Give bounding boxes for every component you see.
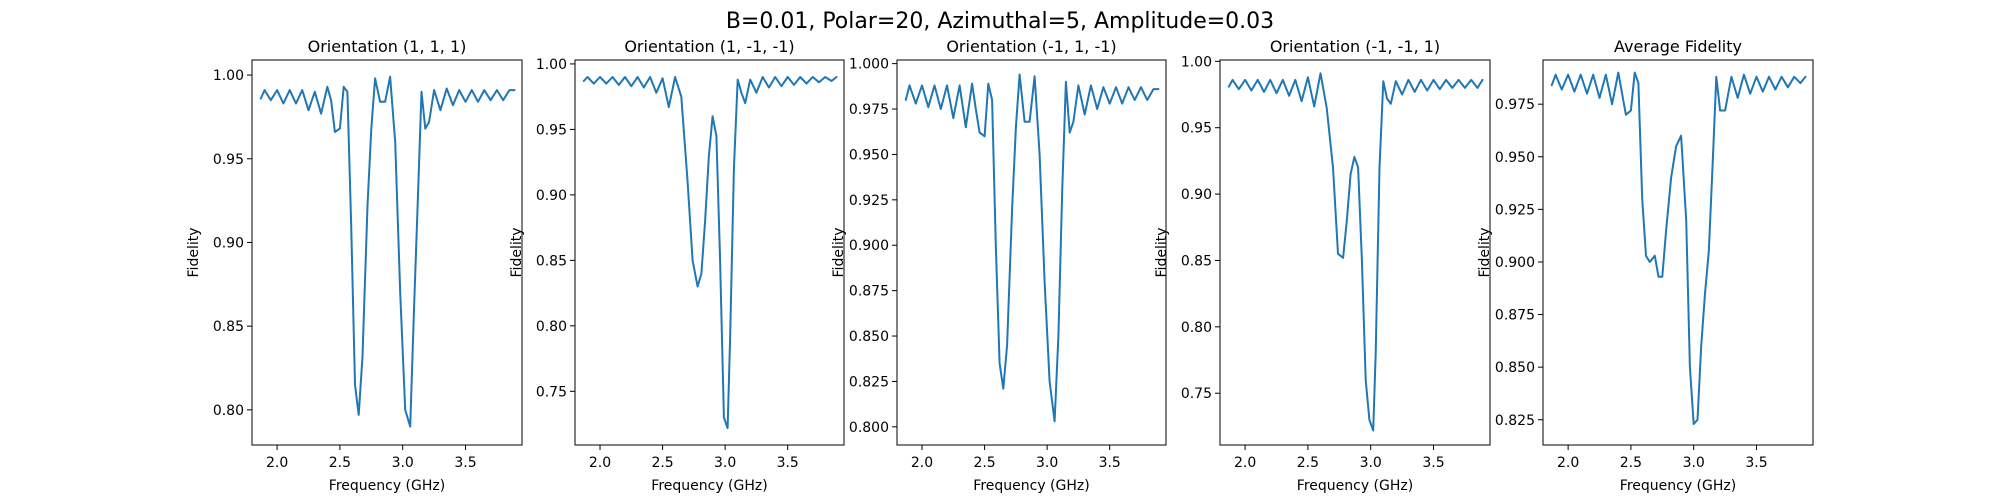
x-axis-label: Frequency (GHz) bbox=[1620, 478, 1736, 494]
y-tick-label: 0.975 bbox=[849, 102, 889, 118]
y-tick-label: 0.85 bbox=[213, 319, 244, 335]
panel-title: Orientation (1, -1, -1) bbox=[624, 37, 794, 56]
y-tick-label: 0.90 bbox=[1181, 187, 1212, 203]
x-tick-label: 2.0 bbox=[266, 455, 288, 471]
y-tick-label: 1.00 bbox=[536, 57, 567, 73]
y-tick-label: 0.95 bbox=[213, 152, 244, 168]
y-tick-label: 0.950 bbox=[849, 147, 889, 163]
y-axis-label: Fidelity bbox=[831, 228, 847, 278]
y-tick-label: 0.925 bbox=[1495, 202, 1535, 218]
y-tick-label: 0.90 bbox=[213, 235, 244, 251]
y-tick-label: 0.80 bbox=[536, 319, 567, 335]
y-tick-label: 0.900 bbox=[849, 238, 889, 254]
y-tick-label: 0.80 bbox=[213, 403, 244, 419]
x-tick-label: 3.0 bbox=[1360, 455, 1382, 471]
y-tick-label: 0.850 bbox=[1495, 360, 1535, 376]
y-tick-label: 1.000 bbox=[849, 57, 889, 73]
y-tick-label: 0.85 bbox=[1181, 253, 1212, 269]
y-tick-label: 0.80 bbox=[1181, 320, 1212, 336]
panel-title: Orientation (-1, -1, 1) bbox=[1270, 37, 1440, 56]
series-line-1 bbox=[259, 75, 516, 428]
x-tick-label: 2.0 bbox=[1234, 455, 1256, 471]
plot-frame bbox=[896, 59, 1167, 446]
y-tick-label: 0.850 bbox=[849, 329, 889, 345]
y-tick-label: 0.975 bbox=[1495, 97, 1535, 113]
figure-title: B=0.01, Polar=20, Azimuthal=5, Amplitude… bbox=[726, 9, 1274, 34]
x-tick-label: 2.5 bbox=[1620, 455, 1642, 471]
y-tick-label: 0.85 bbox=[536, 253, 567, 269]
plot-frame bbox=[1542, 59, 1814, 446]
plot-frame bbox=[574, 59, 845, 446]
x-tick-label: 2.0 bbox=[589, 455, 611, 471]
y-tick-label: 0.825 bbox=[849, 374, 889, 390]
chart-panel-1: 2.0 2.5 3.0 3.5 0.80 0.85 0.90 0.95 1.00 Orientat… bbox=[186, 37, 523, 494]
x-tick-label: 3.5 bbox=[454, 455, 476, 471]
chart-panel-4: 2.0 2.5 3.0 3.5 0.75 0.80 0.85 0.90 0.95 1.00 Orie… bbox=[1154, 37, 1491, 494]
y-tick-label: 0.95 bbox=[536, 122, 567, 138]
series-line-1 bbox=[1550, 71, 1807, 425]
y-axis-label: Fidelity bbox=[1154, 228, 1170, 278]
panel-title: Orientation (1, 1, 1) bbox=[308, 37, 467, 56]
x-tick-label: 3.5 bbox=[777, 455, 799, 471]
x-tick-label: 2.5 bbox=[1297, 455, 1319, 471]
y-tick-label: 0.900 bbox=[1495, 255, 1535, 271]
x-tick-label: 3.0 bbox=[392, 455, 414, 471]
y-tick-label: 0.75 bbox=[1181, 386, 1212, 402]
y-tick-label: 0.800 bbox=[849, 420, 889, 436]
x-tick-label: 2.0 bbox=[911, 455, 933, 471]
series-line-1 bbox=[904, 73, 1160, 423]
x-tick-label: 2.5 bbox=[329, 455, 351, 471]
y-tick-label: 1.00 bbox=[213, 68, 244, 84]
x-axis-label: Frequency (GHz) bbox=[973, 478, 1089, 494]
chart-panel-3: 2.0 2.5 3.0 3.5 0.800 0.825 0.850 0.875 0.900 0.9… bbox=[831, 37, 1167, 494]
x-tick-label: 3.0 bbox=[1036, 455, 1058, 471]
panel-title: Average Fidelity bbox=[1614, 37, 1742, 56]
x-axis-label: Frequency (GHz) bbox=[329, 478, 445, 494]
y-tick-label: 0.75 bbox=[536, 384, 567, 400]
x-tick-label: 3.0 bbox=[1683, 455, 1705, 471]
y-tick-label: 1.00 bbox=[1181, 54, 1212, 70]
x-axis-label: Frequency (GHz) bbox=[1297, 478, 1413, 494]
x-tick-label: 3.0 bbox=[714, 455, 736, 471]
plot-frame bbox=[251, 59, 523, 446]
y-tick-label: 0.90 bbox=[536, 188, 567, 204]
x-tick-label: 3.5 bbox=[1745, 455, 1767, 471]
x-tick-label: 2.5 bbox=[651, 455, 673, 471]
chart-panel-2: 2.0 2.5 3.0 3.5 0.75 0.80 0.85 0.90 0.95 1.00 Orie… bbox=[509, 37, 845, 494]
y-tick-label: 0.95 bbox=[1181, 121, 1212, 137]
x-tick-label: 2.5 bbox=[973, 455, 995, 471]
chart-panel-5: 2.0 2.5 3.0 3.5 0.825 0.850 0.875 0.900 0.925 0.9… bbox=[1477, 37, 1814, 494]
y-tick-label: 0.825 bbox=[1495, 413, 1535, 429]
plot-frame bbox=[1219, 59, 1491, 446]
series-line-1 bbox=[582, 76, 838, 429]
panel-title: Orientation (-1, 1, -1) bbox=[946, 37, 1116, 56]
y-tick-label: 0.875 bbox=[1495, 308, 1535, 324]
x-axis-label: Frequency (GHz) bbox=[651, 478, 767, 494]
y-tick-label: 0.875 bbox=[849, 284, 889, 300]
y-axis-label: Fidelity bbox=[509, 228, 525, 278]
y-axis-label: Fidelity bbox=[186, 228, 202, 278]
x-tick-label: 3.5 bbox=[1422, 455, 1444, 471]
x-tick-label: 2.0 bbox=[1557, 455, 1579, 471]
y-axis-label: Fidelity bbox=[1477, 228, 1493, 278]
y-tick-label: 0.925 bbox=[849, 193, 889, 209]
y-tick-label: 0.950 bbox=[1495, 150, 1535, 166]
series-line-1 bbox=[1227, 72, 1484, 432]
panels: 2.0 2.5 3.0 3.5 0.80 0.85 0.90 0.95 1.00 Orientat… bbox=[186, 37, 1814, 494]
x-tick-label: 3.5 bbox=[1099, 455, 1121, 471]
